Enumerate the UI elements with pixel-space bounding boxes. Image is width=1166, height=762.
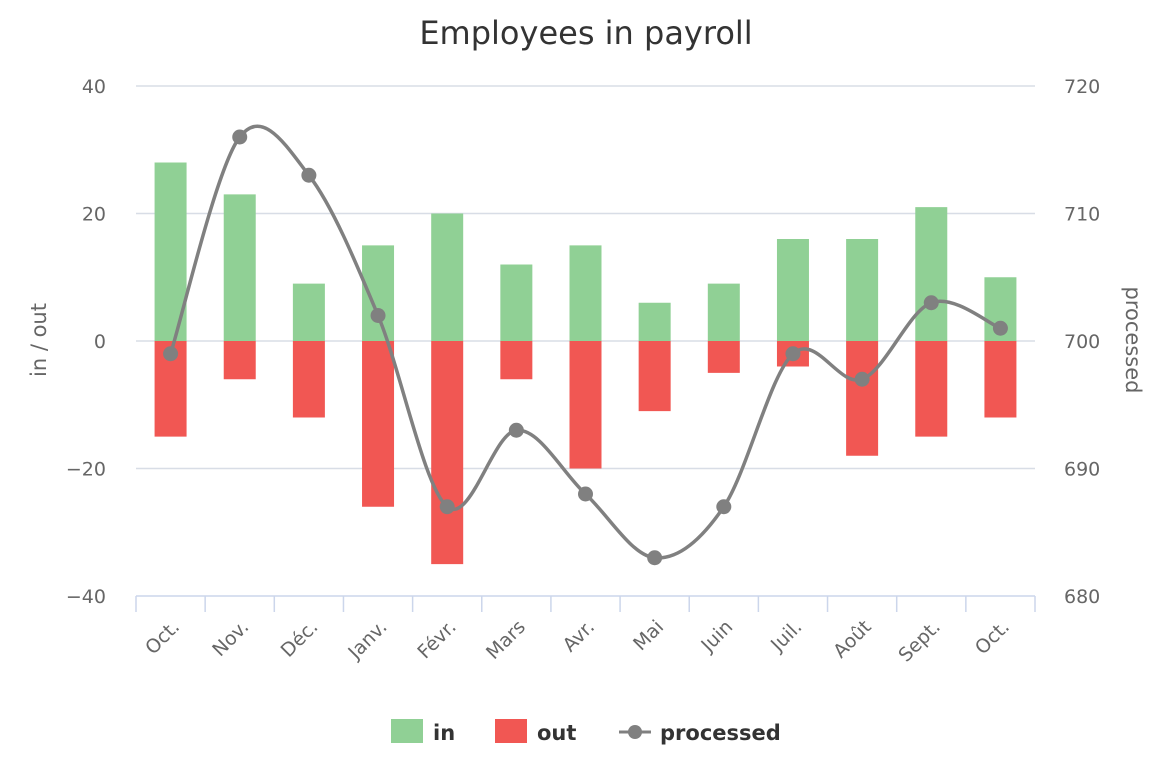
bar-in[interactable] <box>292 283 325 341</box>
bar-out[interactable] <box>292 341 325 418</box>
bar-in[interactable] <box>846 239 879 341</box>
x-tick-label: Févr. <box>413 616 460 663</box>
legend: in out processed <box>391 719 781 745</box>
processed-point[interactable] <box>785 346 801 362</box>
bar-out[interactable] <box>915 341 948 437</box>
x-tick-label: Déc. <box>277 616 323 662</box>
right-axis-title: processed <box>1121 287 1145 394</box>
left-tick-label: −40 <box>66 586 106 608</box>
legend-item-out[interactable]: out <box>495 719 576 745</box>
bar-in[interactable] <box>569 245 602 341</box>
series-processed-line <box>163 124 1008 566</box>
x-tick-label: Juin <box>696 616 737 657</box>
left-tick-label: −20 <box>66 459 106 481</box>
bar-in[interactable] <box>431 213 464 342</box>
x-tick-label: Oct. <box>971 616 1014 659</box>
bar-out[interactable] <box>846 341 879 456</box>
left-axis-ticks: 40 20 0 −20 −40 <box>66 76 106 608</box>
x-tick-label: Mars <box>482 616 530 664</box>
processed-point[interactable] <box>163 346 179 362</box>
bar-out[interactable] <box>984 341 1017 418</box>
x-tick-label: Nov. <box>208 616 253 661</box>
processed-point[interactable] <box>854 371 870 387</box>
x-tick-label: Sept. <box>894 616 944 666</box>
legend-in-swatch <box>391 719 423 743</box>
bar-out[interactable] <box>500 341 533 380</box>
bar-out[interactable] <box>569 341 602 469</box>
x-tick-label: Avr. <box>559 616 599 656</box>
processed-point[interactable] <box>923 295 939 311</box>
legend-out-swatch <box>495 719 527 743</box>
left-tick-label: 20 <box>82 204 106 226</box>
right-tick-label: 690 <box>1064 459 1100 481</box>
processed-point[interactable] <box>232 129 248 145</box>
right-tick-label: 700 <box>1064 331 1100 353</box>
bar-in[interactable] <box>500 264 533 342</box>
x-tick-label: Janv. <box>343 616 391 664</box>
legend-item-processed[interactable]: processed <box>619 721 781 745</box>
right-tick-label: 710 <box>1064 204 1100 226</box>
processed-point[interactable] <box>992 320 1008 336</box>
x-tick-label: Août <box>829 616 876 663</box>
bar-out[interactable] <box>431 341 464 565</box>
processed-point[interactable] <box>301 167 317 183</box>
legend-out-label: out <box>537 721 576 745</box>
processed-point[interactable] <box>508 422 524 438</box>
bar-in[interactable] <box>638 302 671 341</box>
legend-processed-label: processed <box>660 721 781 745</box>
processed-point[interactable] <box>716 499 732 515</box>
x-tick-label: Mai <box>629 616 668 655</box>
right-tick-label: 680 <box>1064 586 1100 608</box>
bar-in[interactable] <box>223 194 256 341</box>
chart-title: Employees in payroll <box>419 14 752 52</box>
left-tick-label: 0 <box>94 331 106 353</box>
right-tick-label: 720 <box>1064 76 1100 98</box>
x-tick-label: Juil. <box>766 616 806 656</box>
bar-in[interactable] <box>707 283 740 341</box>
bar-in[interactable] <box>776 239 809 341</box>
bar-out[interactable] <box>707 341 740 373</box>
processed-point[interactable] <box>647 550 663 566</box>
legend-in-label: in <box>433 721 455 745</box>
bar-out[interactable] <box>223 341 256 380</box>
left-axis-title: in / out <box>27 303 51 377</box>
processed-point[interactable] <box>370 308 386 323</box>
x-tick-label: Oct. <box>141 616 184 659</box>
processed-line-path <box>168 124 1002 560</box>
x-axis: Oct. Nov. Déc. Janv. Févr. Mars Avr. Mai Juin Jui… <box>135 595 1036 666</box>
series-out-bars <box>154 341 1017 565</box>
processed-point[interactable] <box>578 486 593 502</box>
legend-item-in[interactable]: in <box>391 719 455 745</box>
left-tick-label: 40 <box>82 76 106 98</box>
bar-out[interactable] <box>638 341 671 412</box>
processed-point[interactable] <box>439 499 455 515</box>
bar-out[interactable] <box>362 341 395 507</box>
right-axis-ticks: 720 710 700 690 680 <box>1064 76 1100 608</box>
legend-processed-marker <box>628 725 642 739</box>
series-in-bars <box>154 162 1017 342</box>
bar-in[interactable] <box>915 207 948 341</box>
